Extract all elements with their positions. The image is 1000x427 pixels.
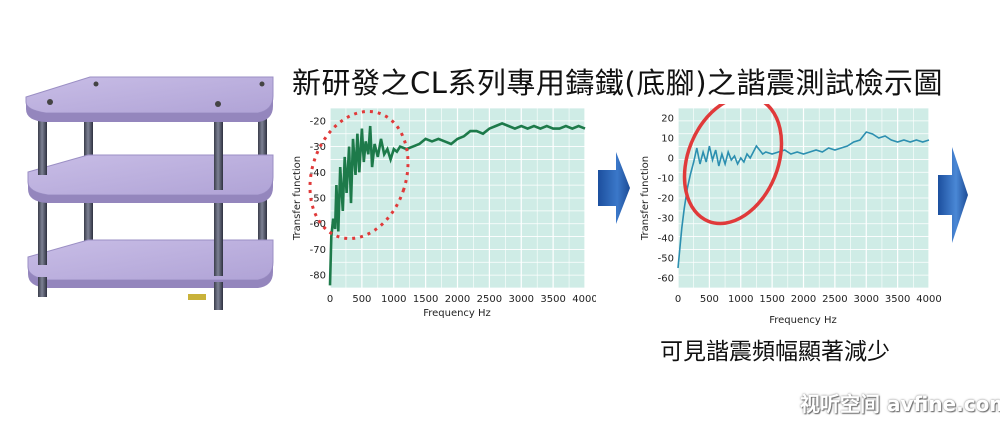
- x-tick-label: 4000: [916, 294, 941, 305]
- y-tick-label: -50: [658, 254, 674, 265]
- x-tick-label: 3500: [885, 294, 910, 305]
- x-tick-label: 0: [327, 294, 333, 305]
- x-tick-label: 2000: [791, 294, 816, 305]
- result-caption: 可見諧震頻幅顯著減少: [660, 339, 890, 365]
- right-arrow-icon: [938, 147, 968, 243]
- y-tick-label: -40: [658, 234, 674, 245]
- series-line: [328, 121, 586, 286]
- series-line: [677, 131, 930, 269]
- x-tick-label: 1500: [413, 294, 438, 305]
- y-axis-label: Transfer function: [292, 156, 303, 241]
- y-tick-label: 0: [668, 154, 674, 165]
- y-tick-label: -80: [310, 271, 326, 282]
- y-tick-label: 20: [661, 114, 674, 125]
- x-tick-label: 500: [700, 294, 719, 305]
- x-tick-label: 4000: [572, 294, 596, 305]
- y-tick-label: -10: [658, 174, 674, 185]
- right-arrow-icon: [598, 152, 630, 224]
- x-tick-label: 2500: [477, 294, 502, 305]
- x-tick-label: 2500: [822, 294, 847, 305]
- x-tick-label: 2000: [445, 294, 470, 305]
- x-axis-label: Frequency Hz: [423, 308, 491, 319]
- x-tick-label: 1000: [728, 294, 753, 305]
- equipment-rack-image: [25, 76, 274, 310]
- x-tick-label: 3000: [854, 294, 879, 305]
- page-title: 新研發之CL系列專用鑄鐵(底腳)之諧震測試檢示圖: [292, 66, 944, 100]
- y-tick-label: -20: [658, 194, 674, 205]
- x-tick-label: 1500: [759, 294, 784, 305]
- y-tick-label: -40: [310, 168, 326, 179]
- y-tick-label: -30: [310, 142, 326, 153]
- watermark-text: 视听空间 avfine.com: [800, 392, 1000, 416]
- x-tick-label: 0: [675, 294, 681, 305]
- x-tick-label: 1000: [381, 294, 406, 305]
- x-tick-label: 500: [352, 294, 371, 305]
- y-tick-label: -60: [310, 219, 326, 230]
- y-axis-label: Transfer function: [640, 156, 651, 241]
- highlight-ellipse: [308, 109, 410, 241]
- y-tick-label: 10: [661, 134, 674, 145]
- chart-before: 0 500 1000 1500 2000 2500 3000 3500 4000 -20 -30 -4…: [292, 107, 596, 319]
- x-tick-label: 3500: [540, 294, 565, 305]
- y-tick-label: -50: [310, 194, 326, 205]
- y-tick-label: -70: [310, 245, 326, 256]
- highlight-ellipse: [682, 104, 784, 226]
- x-axis-label: Frequency Hz: [769, 315, 837, 326]
- y-tick-label: -60: [658, 274, 674, 285]
- y-tick-label: -30: [658, 214, 674, 225]
- chart-after: 0 500 1000 1500 2000 2500 3000 3500 4000 20 10 0 -10…: [640, 104, 942, 326]
- y-tick-label: -20: [310, 116, 326, 127]
- x-tick-label: 3000: [509, 294, 534, 305]
